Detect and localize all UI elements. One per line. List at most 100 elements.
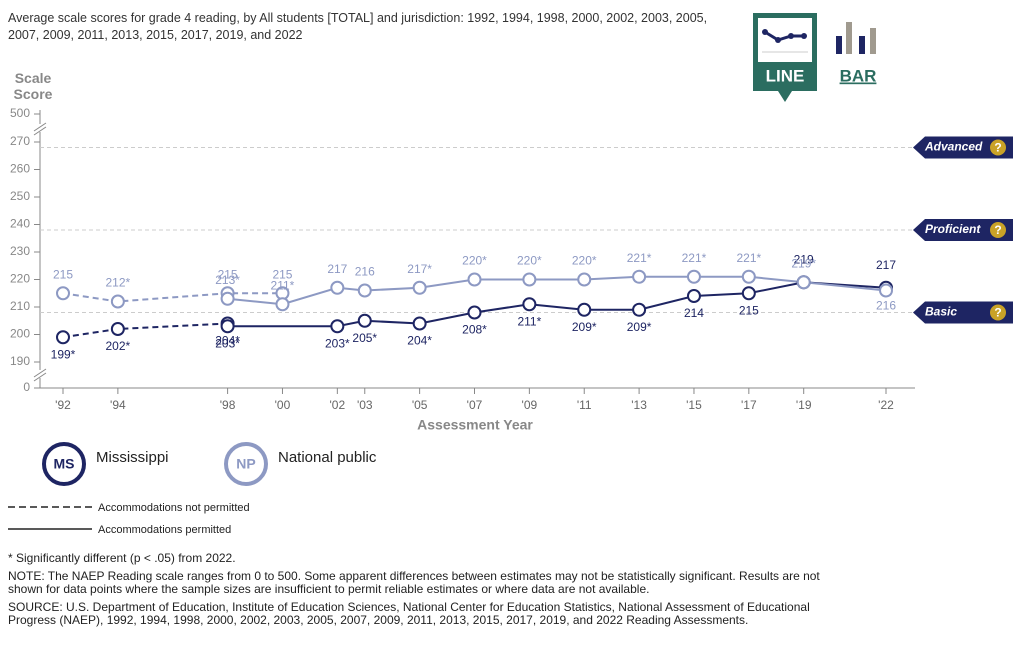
level-badge: Proficient? bbox=[913, 219, 1013, 241]
series-line bbox=[227, 275, 887, 306]
data-label: 204* bbox=[407, 334, 432, 348]
data-label: 215 bbox=[739, 303, 759, 317]
y-tick-label: 200 bbox=[10, 327, 30, 341]
x-axis-title: Assessment Year bbox=[417, 417, 533, 433]
chart-title: Average scale scores for grade 4 reading… bbox=[8, 11, 708, 42]
series-line bbox=[227, 281, 887, 328]
axis-break-gap bbox=[34, 370, 46, 378]
y-tick-label: 240 bbox=[10, 217, 30, 231]
legend-label: Mississippi bbox=[96, 449, 169, 466]
data-point bbox=[357, 313, 372, 328]
data-label: 220* bbox=[462, 254, 487, 268]
x-tick-label: '94 bbox=[110, 398, 126, 412]
y-tick-label: 260 bbox=[10, 162, 30, 176]
data-point bbox=[632, 269, 647, 284]
data-label: 204* bbox=[215, 334, 240, 348]
legend-marker bbox=[224, 442, 268, 486]
x-tick-label: '22 bbox=[878, 398, 894, 412]
level-badge: Basic? bbox=[913, 301, 1013, 324]
level-label: Proficient bbox=[925, 222, 981, 236]
data-label: 209* bbox=[572, 320, 597, 334]
notes: * Significantly different (p < .05) from… bbox=[8, 551, 838, 632]
legend-label: National public bbox=[278, 449, 377, 466]
line-toggle[interactable]: LINE bbox=[753, 13, 817, 102]
data-label: 215 bbox=[218, 267, 238, 281]
data-label: 215 bbox=[53, 267, 73, 281]
axis-break-gap bbox=[34, 124, 46, 132]
data-label: 211* bbox=[271, 278, 295, 292]
data-point bbox=[522, 272, 537, 287]
data-point bbox=[577, 302, 592, 317]
bar-toggle[interactable]: BAR bbox=[836, 22, 876, 85]
y-tick-label: 210 bbox=[10, 299, 30, 313]
level-label: Basic bbox=[925, 305, 957, 319]
data-point bbox=[56, 286, 70, 301]
toggle-label[interactable]: BAR bbox=[840, 66, 877, 85]
y-tick-label: 190 bbox=[10, 354, 30, 368]
data-point bbox=[879, 283, 893, 298]
data-point bbox=[412, 316, 427, 331]
toggle-label[interactable]: LINE bbox=[766, 66, 805, 85]
x-tick-label: '03 bbox=[357, 398, 373, 412]
data-point bbox=[522, 297, 537, 312]
chart: LINE BAR Assessment Year 0 190 200 210 220 23… bbox=[8, 13, 1013, 536]
data-label: 211* bbox=[517, 314, 541, 328]
data-point bbox=[56, 330, 70, 345]
data-point bbox=[220, 319, 235, 334]
data-point bbox=[741, 269, 756, 284]
x-tick-label: '02 bbox=[330, 398, 346, 412]
legend-abbr: MS bbox=[54, 456, 75, 472]
x-tick-label: '92 bbox=[55, 398, 71, 412]
level-label: Advanced bbox=[924, 140, 983, 154]
x-tick-label: '19 bbox=[796, 398, 812, 412]
data-point bbox=[741, 286, 756, 301]
help-icon-text: ? bbox=[994, 306, 1001, 320]
data-label: 220* bbox=[517, 254, 542, 268]
data-point bbox=[110, 322, 125, 336]
data-label: 203* bbox=[325, 336, 350, 350]
data-label: 219 bbox=[794, 252, 814, 266]
y-tick-label: 500 bbox=[10, 106, 30, 120]
help-icon-text: ? bbox=[994, 223, 1001, 237]
data-point bbox=[796, 275, 811, 290]
y-tick-label: 0 bbox=[23, 380, 30, 394]
legend-line-label: Accommodations permitted bbox=[98, 524, 231, 536]
note: SOURCE: U.S. Department of Education, In… bbox=[8, 599, 810, 627]
data-point bbox=[467, 305, 482, 320]
data-label: 205* bbox=[352, 331, 377, 345]
data-label: 208* bbox=[462, 323, 487, 337]
legend-marker bbox=[42, 442, 86, 486]
x-tick-label: '17 bbox=[741, 398, 757, 412]
data-label: 220* bbox=[572, 254, 597, 268]
badge-shape bbox=[913, 219, 1013, 241]
data-point bbox=[412, 280, 427, 295]
data-label: 217* bbox=[407, 262, 432, 276]
data-label: 221* bbox=[682, 251, 707, 265]
data-label: 216 bbox=[355, 265, 375, 279]
x-tick-label: '13 bbox=[631, 398, 647, 412]
axis-break bbox=[33, 372, 47, 382]
data-label: 217 bbox=[876, 258, 896, 272]
data-label: 203* bbox=[215, 336, 240, 350]
x-tick-label: '00 bbox=[275, 398, 291, 412]
axis-break bbox=[33, 126, 47, 136]
x-tick-label: '05 bbox=[412, 398, 428, 412]
x-tick-label: '11 bbox=[577, 398, 592, 412]
note: NOTE: The NAEP Reading scale ranges from… bbox=[8, 568, 820, 596]
help-icon bbox=[990, 304, 1006, 321]
data-label: 213* bbox=[215, 273, 240, 287]
data-point bbox=[467, 272, 482, 287]
data-label: 199* bbox=[51, 347, 76, 361]
data-label: 215 bbox=[272, 267, 292, 281]
y-axis-title: Scale Score bbox=[13, 70, 53, 102]
data-label: 221* bbox=[736, 251, 761, 265]
data-point bbox=[330, 319, 345, 334]
series-line bbox=[62, 292, 283, 303]
x-tick-label: '07 bbox=[467, 398, 483, 412]
data-label: 202* bbox=[106, 339, 131, 353]
x-tick-label: '15 bbox=[686, 398, 702, 412]
data-label: 209* bbox=[627, 320, 652, 334]
data-point bbox=[632, 302, 647, 317]
data-label: 212* bbox=[106, 276, 131, 290]
